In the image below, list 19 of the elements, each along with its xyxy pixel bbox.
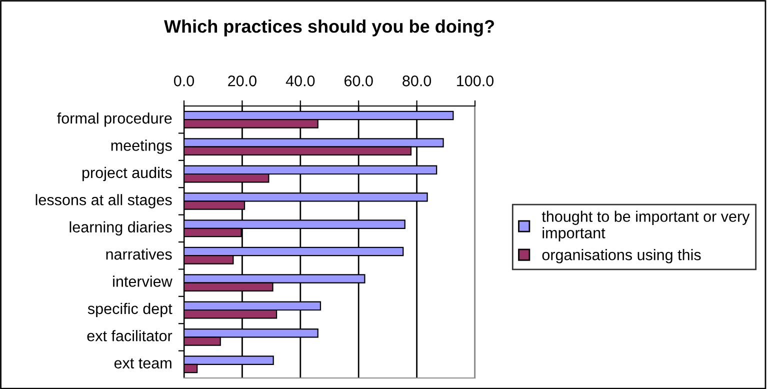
y-tick-label: formal procedure — [57, 112, 172, 127]
x-tick-label: 20.0 — [228, 75, 256, 86]
y-tick-label: narratives — [106, 248, 172, 260]
x-tick-label: 100.0 — [457, 75, 494, 86]
x-tick-label: 60.0 — [344, 75, 373, 86]
y-tick-label: learning diaries — [70, 221, 172, 236]
x-tick-label: 80.0 — [402, 75, 432, 86]
y-tick-label: ext facilitator — [87, 330, 172, 342]
x-tick-label: 40.0 — [286, 75, 315, 86]
y-tick-label: ext team — [114, 358, 172, 368]
chart-title: Which practices should you be doing? — [164, 20, 494, 36]
y-tick-label: specific dept — [88, 302, 172, 318]
y-tick-label: meetings — [111, 140, 172, 154]
y-tick-label: project audits — [82, 166, 172, 182]
legend-label: organisations using this — [542, 249, 701, 264]
x-tick-label: 0.0 — [174, 75, 194, 86]
y-tick-label: interview — [113, 276, 172, 287]
legend-label: thought to be important or very important — [542, 210, 750, 242]
y-tick-label: lessons at all stages — [36, 194, 172, 208]
